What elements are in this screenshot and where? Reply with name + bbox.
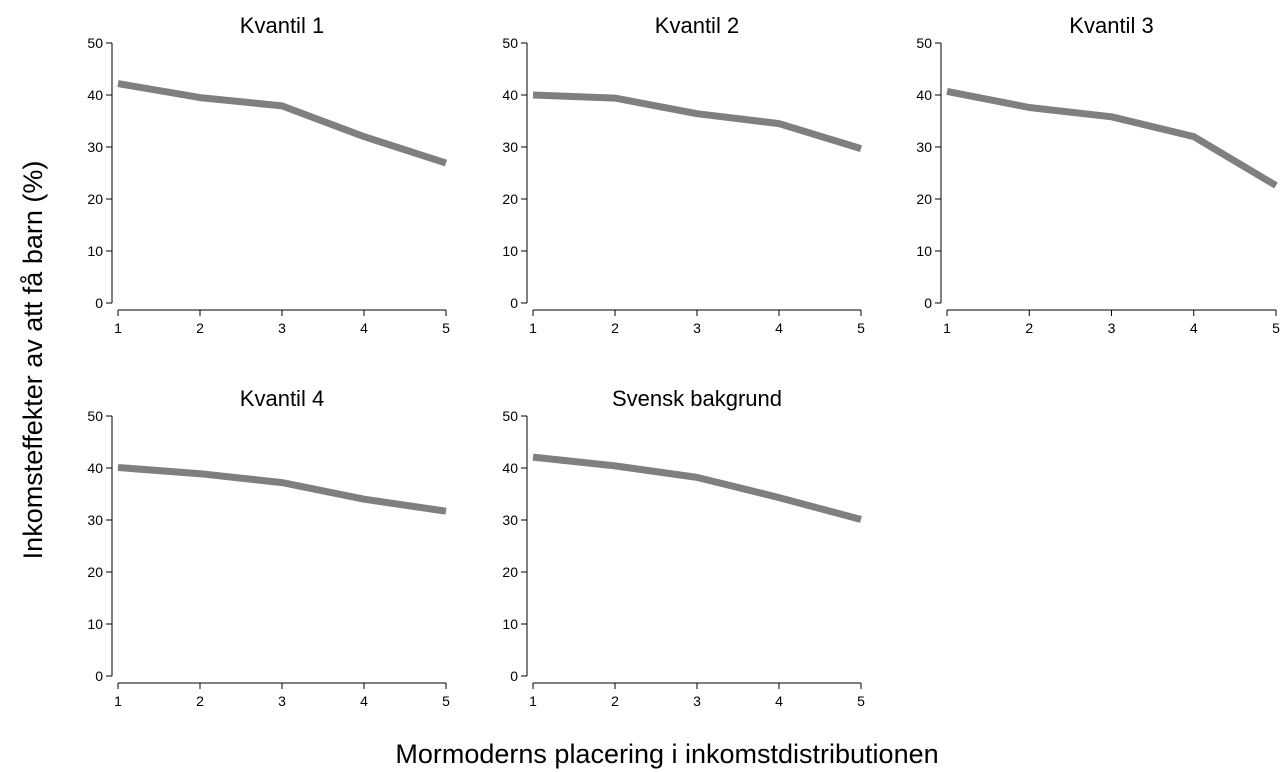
y-tick-label: 10 xyxy=(916,243,932,259)
y-tick-label: 0 xyxy=(95,668,103,684)
series-line xyxy=(117,80,448,167)
series-line xyxy=(532,91,863,152)
x-tick-label: 4 xyxy=(1190,320,1198,336)
y-tick-label: 0 xyxy=(924,295,932,311)
x-tick-label: 1 xyxy=(529,693,537,709)
x-tick-label: 4 xyxy=(775,320,783,336)
y-tick-label: 20 xyxy=(916,191,932,207)
x-tick-label: 3 xyxy=(278,693,286,709)
y-tick-label: 50 xyxy=(502,408,518,424)
panel-title: Kvantil 2 xyxy=(655,13,739,38)
x-tick-label: 2 xyxy=(196,320,204,336)
panel-1: Kvantil 1 0 10 20 30 40 50 1 2 3 4 5 xyxy=(87,13,450,336)
x-tick-label: 2 xyxy=(196,693,204,709)
x-tick-label: 4 xyxy=(775,693,783,709)
y-tick-label: 50 xyxy=(502,35,518,51)
series-line xyxy=(946,87,1278,189)
panel-5: Svensk bakgrund 0 10 20 30 40 50 1 2 3 4 5 xyxy=(502,386,865,709)
x-tick-label: 2 xyxy=(611,693,619,709)
y-tick-label: 40 xyxy=(502,460,518,476)
y-tick-label: 40 xyxy=(502,87,518,103)
y-axis-title: Inkomsteffekter av att få barn (%) xyxy=(18,161,48,560)
x-tick-label: 5 xyxy=(442,693,450,709)
x-tick-label: 4 xyxy=(360,693,368,709)
y-tick-label: 20 xyxy=(502,564,518,580)
x-tick-label: 2 xyxy=(1025,320,1033,336)
x-tick-label: 5 xyxy=(857,693,865,709)
y-tick-label: 30 xyxy=(916,139,932,155)
x-tick-label: 1 xyxy=(943,320,951,336)
y-tick-label: 20 xyxy=(502,191,518,207)
y-tick-label: 50 xyxy=(87,408,103,424)
y-tick-label: 10 xyxy=(502,243,518,259)
panel-4: Kvantil 4 0 10 20 30 40 50 1 2 3 4 5 xyxy=(87,386,450,709)
panel-title: Kvantil 3 xyxy=(1069,13,1153,38)
y-tick-label: 50 xyxy=(87,35,103,51)
y-tick-label: 10 xyxy=(87,243,103,259)
y-tick-label: 50 xyxy=(916,35,932,51)
y-tick-label: 30 xyxy=(87,139,103,155)
y-tick-label: 10 xyxy=(502,616,518,632)
x-tick-label: 5 xyxy=(857,320,865,336)
panel-title: Svensk bakgrund xyxy=(612,386,782,411)
panel-2: Kvantil 2 0 10 20 30 40 50 1 2 3 4 5 xyxy=(502,13,865,336)
y-tick-label: 40 xyxy=(916,87,932,103)
x-tick-label: 5 xyxy=(442,320,450,336)
y-tick-label: 10 xyxy=(87,616,103,632)
y-tick-label: 30 xyxy=(87,512,103,528)
panel-3: Kvantil 3 0 10 20 30 40 50 1 2 3 4 5 xyxy=(916,13,1280,336)
panel-title: Kvantil 1 xyxy=(240,13,324,38)
x-tick-label: 4 xyxy=(360,320,368,336)
y-tick-label: 0 xyxy=(510,295,518,311)
x-tick-label: 1 xyxy=(114,320,122,336)
series-line xyxy=(532,453,862,523)
x-axis-title: Mormoderns placering i inkomstdistributi… xyxy=(395,739,938,769)
x-tick-label: 1 xyxy=(529,320,537,336)
x-tick-label: 3 xyxy=(278,320,286,336)
x-tick-label: 3 xyxy=(693,693,701,709)
y-tick-label: 30 xyxy=(502,512,518,528)
y-tick-label: 20 xyxy=(87,191,103,207)
x-tick-label: 5 xyxy=(1272,320,1280,336)
series-line xyxy=(117,464,447,515)
y-tick-label: 30 xyxy=(502,139,518,155)
x-tick-label: 3 xyxy=(1108,320,1116,336)
x-tick-label: 2 xyxy=(611,320,619,336)
x-tick-label: 1 xyxy=(114,693,122,709)
y-tick-label: 20 xyxy=(87,564,103,580)
y-tick-label: 0 xyxy=(95,295,103,311)
y-tick-label: 40 xyxy=(87,460,103,476)
y-tick-label: 0 xyxy=(510,668,518,684)
x-tick-label: 3 xyxy=(693,320,701,336)
panel-title: Kvantil 4 xyxy=(240,386,324,411)
y-tick-label: 40 xyxy=(87,87,103,103)
